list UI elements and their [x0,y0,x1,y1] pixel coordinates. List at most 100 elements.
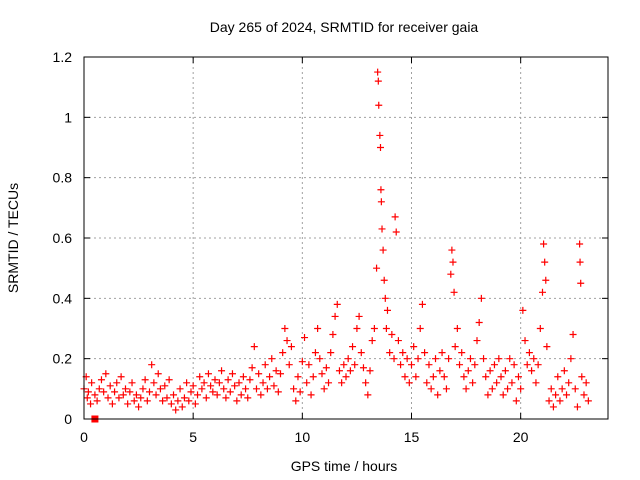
data-point [325,379,333,387]
data-point [486,367,494,375]
y-tick-label: 1 [64,109,72,125]
data-point [83,394,91,402]
data-point [215,379,223,387]
data-point [287,343,295,351]
data-point [167,400,175,408]
data-point [237,391,245,399]
data-point [84,388,92,396]
data-point [448,246,456,254]
data-point [543,343,551,351]
data-point [211,376,219,384]
data-point [233,397,241,405]
data-point [506,355,514,363]
data-point [226,388,234,396]
data-point [523,361,531,369]
data-point [279,349,287,357]
data-point [563,391,571,399]
data-point [176,385,184,393]
data-point [259,379,267,387]
data-point [403,355,411,363]
data-point [436,367,444,375]
data-point [126,388,134,396]
data-point [573,403,581,411]
data-point [213,391,221,399]
data-point [482,373,490,381]
data-point [283,337,291,345]
data-point [187,388,195,396]
data-point [421,349,429,357]
data-point [560,367,568,375]
data-point [268,355,276,363]
data-point [434,391,442,399]
data-point [108,400,116,408]
data-point [412,373,420,381]
axis-ticks: 0 5 10 15 20 0 0.2 0.4 0.6 0.8 1 1.2 [53,49,608,445]
data-point [159,397,167,405]
data-points [80,68,592,423]
data-point [342,373,350,381]
data-point [477,294,485,302]
data-point [392,228,400,236]
data-point [194,391,202,399]
data-point [270,382,278,390]
data-point [525,349,533,357]
data-point [438,349,446,357]
data-point [408,361,415,369]
data-point [490,361,498,369]
data-point [549,403,557,411]
data-point [135,403,143,411]
data-point [320,385,328,393]
data-point [266,373,274,381]
data-point [484,391,492,399]
data-point [87,400,95,408]
data-point [451,343,459,351]
data-point [309,373,317,381]
data-point [124,400,132,408]
data-point [469,379,477,387]
data-point [143,397,151,405]
data-point [447,270,455,278]
data-point [228,370,236,378]
data-point [272,367,280,375]
data-point [576,240,584,248]
data-point [198,385,206,393]
data-point [569,331,577,339]
data-point [161,382,169,390]
data-point [584,397,592,405]
x-tick-label: 10 [295,429,311,445]
data-point [359,364,367,372]
data-point [102,370,110,378]
data-point [128,379,136,387]
data-point [148,361,156,369]
data-point [423,379,431,387]
data-point [475,318,483,326]
data-point [183,379,191,387]
data-point [252,385,260,393]
data-point [375,101,383,109]
data-point [88,379,96,387]
data-point [514,373,522,381]
data-point [473,337,481,345]
data-point [399,349,407,357]
data-point [499,391,507,399]
data-point [113,379,121,387]
data-point [453,325,461,332]
data-point [432,355,440,363]
data-point [248,364,256,372]
data-point [521,337,529,345]
data-point [174,397,182,405]
data-point [180,394,188,402]
data-point [277,370,284,378]
data-point [346,367,354,375]
data-point [462,385,470,393]
data-point [540,240,548,248]
data-point [322,364,330,372]
data-point [373,264,381,272]
data-point [471,361,479,369]
data-point [163,394,171,402]
data-point [139,385,147,393]
data-point [172,406,180,414]
data-point [495,355,503,363]
data-point [331,312,339,320]
